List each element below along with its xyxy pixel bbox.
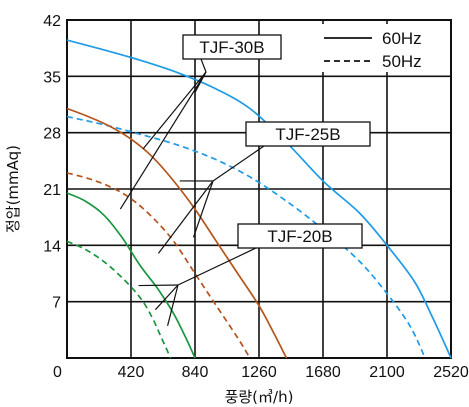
- curve-tjf-20b-50hz: [66, 240, 172, 359]
- x-tick-label: 2100: [369, 364, 405, 381]
- callout-line-tjf-25b: [192, 180, 214, 238]
- x-axis-label: 풍량(㎥/h): [225, 388, 294, 406]
- callout-line-tjf-30b: [200, 58, 207, 73]
- x-tick-label: 1260: [241, 364, 277, 381]
- y-axis-label: 정압(mmAq): [4, 145, 22, 233]
- y-tick-labels: 7 14 21 28 35 42: [43, 13, 61, 312]
- callout-line-tjf-20b: [154, 284, 179, 311]
- legend-background: [316, 24, 447, 72]
- curve-tjf-30b-50hz: [66, 115, 426, 359]
- x-tick-label: 840: [182, 364, 209, 381]
- x-tick-label: 0: [53, 364, 62, 381]
- callout-label-tjf-20b: TJF-20B: [267, 227, 332, 246]
- curve-tjf-20b-60hz: [66, 192, 196, 359]
- legend: 60Hz 50Hz: [316, 24, 447, 72]
- x-tick-label: 1680: [305, 364, 341, 381]
- x-tick-label: 2520: [433, 364, 469, 381]
- callout-line-tjf-25b: [157, 180, 214, 254]
- y-tick-label: 35: [43, 69, 61, 86]
- callout-line-tjf-30b: [142, 71, 207, 150]
- x-tick-label: 420: [118, 364, 145, 381]
- y-tick-label: 7: [52, 295, 61, 312]
- callout-line-tjf-20b: [177, 247, 257, 286]
- callout-box-tjf-25b: [245, 121, 371, 147]
- curve-tjf-25b-60hz: [66, 107, 288, 359]
- callout-label-tjf-30b: TJF-30B: [199, 38, 264, 57]
- y-tick-label: 28: [43, 126, 61, 143]
- callout-box-tjf-20b: [237, 223, 363, 249]
- y-tick-label: 14: [43, 238, 61, 255]
- y-tick-label: 42: [43, 13, 61, 30]
- legend-label-50hz: 50Hz: [382, 52, 422, 71]
- curve-tjf-25b-50hz: [66, 172, 251, 359]
- callout-line-tjf-30b: [119, 71, 207, 210]
- callout-line-tjf-20b: [138, 284, 179, 287]
- model-annotations: TJF-30B TJF-25B TJF-20B: [119, 34, 371, 326]
- callout-label-tjf-25b: TJF-25B: [275, 125, 340, 144]
- x-tick-labels: 0 420 840 1260 1680 2100 2520: [53, 364, 469, 381]
- callout-line-tjf-20b: [166, 284, 179, 326]
- callout-line-tjf-25b: [212, 145, 265, 182]
- callout-box-tjf-30b: [182, 34, 282, 60]
- legend-label-60hz: 60Hz: [382, 29, 422, 48]
- y-tick-label: 21: [43, 182, 61, 199]
